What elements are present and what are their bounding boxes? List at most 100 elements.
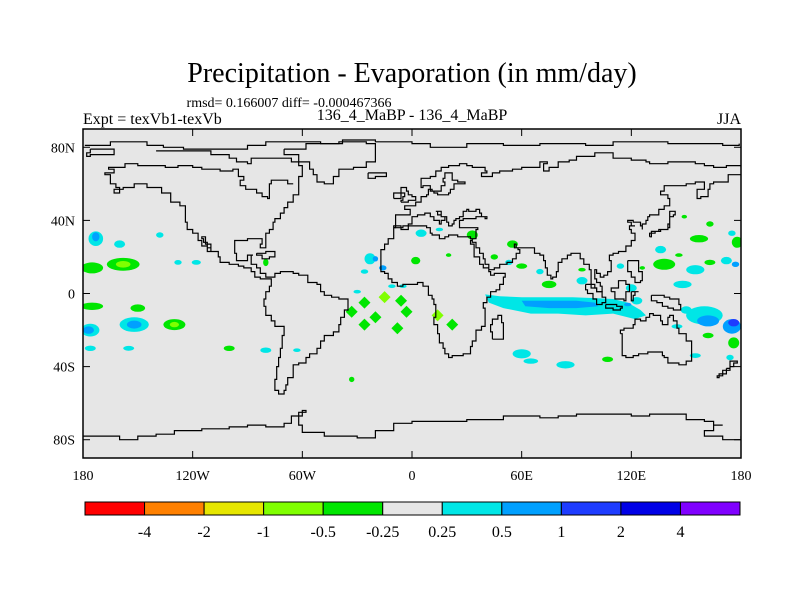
anomaly-contour bbox=[536, 268, 544, 275]
coastline bbox=[619, 313, 693, 366]
coastline bbox=[283, 141, 376, 185]
anomaly-contour bbox=[435, 227, 444, 232]
anomaly-contour bbox=[731, 261, 740, 267]
anomaly-diamond bbox=[400, 305, 413, 318]
anomaly-contour bbox=[706, 221, 714, 227]
colorbar: -4 -2 -1 -0.5 -0.25 0.25 0.5 1 2 4 bbox=[84, 501, 741, 541]
x-tick-label: 180 bbox=[731, 469, 752, 484]
colorbar-label: -4 bbox=[138, 524, 151, 541]
anomaly-diamond bbox=[395, 294, 408, 307]
coastline bbox=[256, 250, 276, 260]
anomaly-contour bbox=[84, 345, 96, 351]
anomaly-contour bbox=[689, 235, 709, 243]
anomaly-contour bbox=[223, 345, 235, 351]
x-tick-label: 60E bbox=[510, 469, 533, 484]
experiment-label: Expt = texVb1-texVb bbox=[83, 111, 222, 128]
anomaly-contour bbox=[415, 229, 427, 237]
colorbar-label: -0.25 bbox=[366, 524, 399, 541]
anomaly-contour bbox=[114, 240, 126, 248]
anomaly-contour bbox=[130, 304, 146, 312]
anomaly-contour bbox=[174, 260, 182, 265]
anomaly-contour bbox=[625, 284, 637, 292]
anomaly-contour bbox=[697, 315, 720, 327]
coastline bbox=[716, 360, 738, 379]
anomaly-contour bbox=[516, 263, 528, 269]
coastline bbox=[104, 150, 349, 395]
colorbar-swatch bbox=[322, 501, 384, 516]
anomaly-contour bbox=[364, 253, 376, 265]
y-tick-label: 80N bbox=[51, 141, 75, 156]
anomaly-contour bbox=[92, 232, 100, 242]
anomaly-contour bbox=[616, 263, 625, 269]
colorbar-swatch bbox=[441, 501, 503, 516]
anomaly-contour bbox=[681, 214, 687, 219]
anomaly-contour bbox=[728, 337, 740, 349]
anomaly-contour bbox=[631, 297, 643, 305]
anomaly-contour bbox=[728, 230, 736, 236]
colorbar-swatch bbox=[144, 501, 205, 516]
anomaly-contour bbox=[512, 349, 531, 359]
colorbar-swatch bbox=[679, 501, 741, 516]
colorbar-label: -0.5 bbox=[311, 524, 336, 541]
anomaly-contour bbox=[673, 280, 692, 289]
coastline bbox=[380, 174, 741, 359]
x-tick-label: 120E bbox=[617, 469, 647, 484]
coastline bbox=[83, 409, 741, 441]
anomaly-contour bbox=[689, 353, 701, 358]
map-background bbox=[83, 129, 741, 458]
x-tick-label: 180 bbox=[73, 469, 94, 484]
anomaly-contour bbox=[704, 259, 716, 266]
coastline bbox=[490, 314, 504, 340]
colorbar-swatch bbox=[620, 501, 681, 516]
anomaly-diamond bbox=[431, 309, 444, 322]
coastline bbox=[610, 280, 631, 302]
anomaly-contour bbox=[720, 256, 732, 265]
anomaly-contour bbox=[675, 253, 683, 257]
anomaly-contour bbox=[372, 256, 379, 262]
anomaly-contour bbox=[83, 302, 104, 310]
anomaly-contour bbox=[169, 321, 179, 328]
anomaly-contour bbox=[293, 348, 301, 353]
anomaly-contour bbox=[639, 266, 645, 270]
anomaly-contour bbox=[556, 361, 575, 369]
anomaly-contour bbox=[726, 354, 734, 361]
coastline bbox=[649, 210, 676, 238]
anomaly-contour bbox=[411, 256, 421, 265]
anomaly-contour bbox=[115, 261, 131, 268]
anomaly-diamond bbox=[446, 318, 459, 331]
y-tick-label: 0 bbox=[68, 288, 75, 303]
coastline bbox=[585, 283, 607, 306]
anomaly-contour bbox=[653, 258, 676, 270]
coastline bbox=[605, 303, 623, 311]
anomaly-contour bbox=[507, 240, 518, 248]
coastline bbox=[393, 192, 402, 200]
anomaly-contour bbox=[576, 277, 588, 285]
anomaly-contour bbox=[523, 358, 539, 364]
anomaly-diamond bbox=[358, 296, 371, 309]
anomaly-diamond bbox=[378, 291, 391, 304]
anomaly-contour bbox=[686, 265, 705, 275]
anomaly-contour bbox=[123, 345, 135, 351]
x-tick-label: 0 bbox=[409, 469, 416, 484]
anomaly-contour bbox=[360, 269, 369, 274]
anomaly-contour bbox=[578, 267, 586, 272]
run-label: 136_4_MaBP - 136_4_MaBP bbox=[317, 107, 508, 124]
anomaly-contour bbox=[349, 376, 355, 383]
anomaly-diamond bbox=[358, 318, 371, 331]
coastline bbox=[84, 139, 740, 150]
coastline bbox=[650, 294, 682, 311]
map-area bbox=[82, 128, 742, 459]
colorbar-swatch bbox=[84, 501, 146, 516]
anomaly-contour bbox=[541, 280, 557, 289]
colorbar-label: -2 bbox=[197, 524, 210, 541]
coastline bbox=[630, 291, 639, 302]
anomaly-contour bbox=[602, 356, 614, 362]
anomaly-contour bbox=[731, 236, 741, 248]
season-label: JJA bbox=[717, 111, 741, 128]
y-tick-label: 40S bbox=[53, 361, 75, 376]
coastline-layer bbox=[83, 139, 741, 441]
anomaly-contour bbox=[191, 260, 201, 265]
anomaly-contour bbox=[260, 347, 272, 353]
colorbar-swatch bbox=[560, 501, 622, 516]
